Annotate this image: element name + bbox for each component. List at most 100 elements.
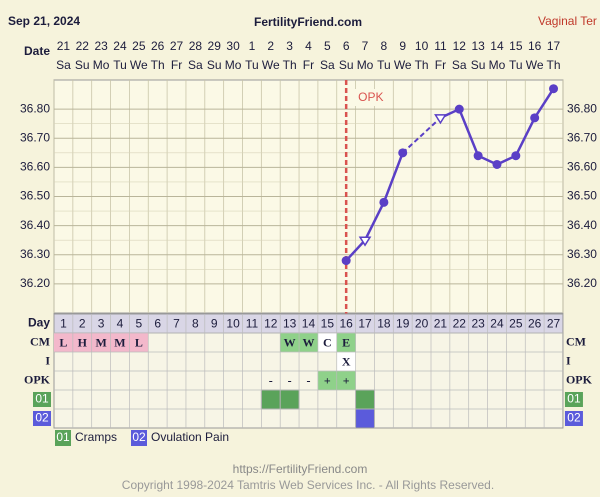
row-label-right: I [566, 353, 571, 367]
legend-name: Ovulation Pain [151, 430, 229, 444]
cell-text: + [343, 373, 350, 387]
y-tick-label: 36.80 [20, 101, 50, 115]
date-label: 24 [113, 39, 127, 53]
row-label: OPK [24, 372, 51, 386]
date-label: 29 [208, 39, 222, 53]
date-label: 16 [528, 39, 542, 53]
symptom-code: 01 [35, 392, 49, 406]
day-number: 15 [321, 317, 335, 331]
weekday-label: Su [207, 58, 222, 72]
weekday-label: Th [151, 58, 165, 72]
table-cell [336, 333, 356, 352]
date-label: 30 [226, 39, 240, 53]
date-label: 4 [305, 39, 312, 53]
legend-box [131, 430, 147, 446]
y-tick-label: 36.50 [20, 189, 50, 203]
temperature-point [492, 159, 502, 169]
weekday-label: Th [547, 58, 561, 72]
day-number: 7 [173, 317, 180, 331]
date-label: 17 [547, 39, 561, 53]
copyright: Copyright 1998-2024 Tamtris Web Services… [122, 478, 494, 492]
temperature-point [341, 256, 351, 266]
weekday-label: We [394, 58, 412, 72]
y-tick-label: 36.60 [20, 160, 50, 174]
cell-text: L [59, 335, 67, 349]
weekday-label: Mo [489, 58, 506, 72]
y-tick-label: 36.30 [20, 247, 50, 261]
day-number: 17 [358, 317, 372, 331]
date-label: 10 [415, 39, 429, 53]
cell-text: - [269, 373, 273, 387]
table-cell [91, 333, 111, 352]
date-label: 23 [94, 39, 108, 53]
date-label: 9 [399, 39, 406, 53]
date-label: 6 [343, 39, 350, 53]
symptom-code-box [33, 411, 51, 426]
date-label: 27 [170, 39, 184, 53]
date-label: 15 [509, 39, 523, 53]
weekday-label: Fr [303, 58, 314, 72]
cell-text: - [288, 373, 292, 387]
day-number: 25 [509, 317, 523, 331]
date-label: Date [24, 44, 50, 58]
cell-text: C [323, 335, 332, 349]
y-tick-label-right: 36.30 [567, 247, 597, 261]
date-label: 2 [267, 39, 274, 53]
y-tick-label-right: 36.60 [567, 160, 597, 174]
weekday-label: Su [339, 58, 354, 72]
weekday-label: Sa [452, 58, 467, 72]
cell-text: L [135, 335, 143, 349]
cell-text: H [78, 335, 88, 349]
symptom-cell [279, 389, 300, 410]
date-label: 11 [434, 39, 447, 53]
legend-box [55, 430, 71, 446]
weekday-label: Sa [188, 58, 203, 72]
weekday-label: Sa [56, 58, 71, 72]
day-number: 9 [211, 317, 218, 331]
legend-name: Cramps [75, 430, 117, 444]
weekday-label: Tu [377, 58, 391, 72]
table-cell [336, 352, 356, 371]
weekday-label: Su [471, 58, 486, 72]
symptom-code-box-right [564, 411, 583, 426]
annotation-box [352, 89, 389, 106]
date-label: 25 [132, 39, 146, 53]
day-number: 1 [60, 317, 67, 331]
table-cell [54, 333, 73, 352]
cell-text: W [284, 335, 296, 349]
day-number: 12 [264, 317, 278, 331]
y-tick-label: 36.70 [20, 130, 50, 144]
weekday-label: Fr [435, 58, 446, 72]
date-label: 7 [362, 39, 369, 53]
weekday-label: Tu [509, 58, 523, 72]
y-tick-label-right: 36.20 [567, 276, 597, 290]
site-title: FertilityFriend.com [254, 15, 362, 29]
date-label: 8 [381, 39, 388, 53]
date-label: 1 [249, 39, 256, 53]
table-cell [129, 333, 149, 352]
table-cell [299, 333, 318, 352]
table-cell [317, 333, 337, 352]
weekday-label: Su [75, 58, 90, 72]
day-number: 2 [79, 317, 86, 331]
weekday-label: We [262, 58, 280, 72]
y-tick-label: 36.40 [20, 218, 50, 232]
day-number: 11 [246, 317, 259, 331]
weekday-label: Mo [357, 58, 374, 72]
day-number: 10 [226, 317, 240, 331]
weekday-label: We [526, 58, 544, 72]
date-label: 21 [57, 39, 71, 53]
weekday-label: Tu [245, 58, 259, 72]
weekday-label: Sa [320, 58, 335, 72]
table-cell [336, 371, 356, 390]
temperature-point [511, 151, 521, 161]
day-number: 14 [302, 317, 316, 331]
symptom-cell [355, 408, 375, 429]
temperature-point [549, 84, 559, 94]
legend-code: 02 [132, 430, 146, 444]
weekday-label: Fr [171, 58, 182, 72]
row-label: CM [30, 334, 50, 348]
day-number: 13 [283, 317, 297, 331]
row-label-right: OPK [566, 372, 593, 386]
